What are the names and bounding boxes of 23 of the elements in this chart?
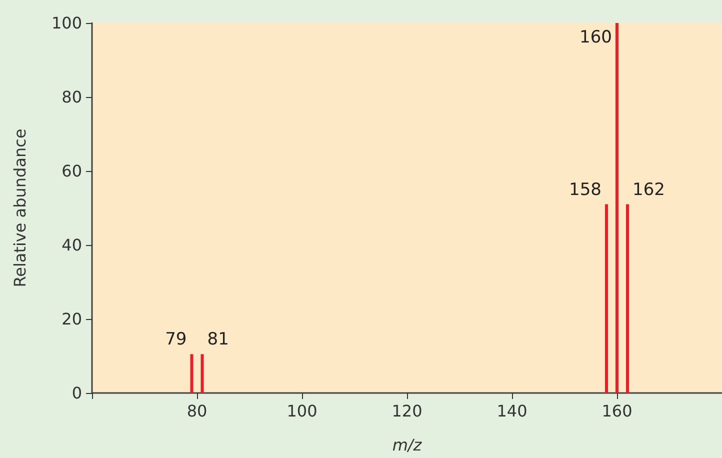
bar bbox=[605, 204, 608, 393]
y-tick-label: 40 bbox=[62, 236, 82, 254]
bar bbox=[200, 354, 204, 393]
annotation: 81 bbox=[207, 330, 229, 350]
annotation: 160 bbox=[580, 28, 612, 48]
bar bbox=[616, 23, 618, 393]
x-tick-label: 120 bbox=[392, 402, 422, 420]
y-axis-title: Relative abundance bbox=[10, 128, 30, 288]
y-tick-label: 80 bbox=[62, 88, 82, 106]
bar bbox=[626, 204, 629, 393]
annotation: 162 bbox=[632, 180, 665, 200]
bar bbox=[190, 354, 194, 393]
y-tick-label: 0 bbox=[72, 384, 82, 402]
y-tick-label: 100 bbox=[51, 14, 82, 32]
x-tick-label: 140 bbox=[496, 402, 528, 420]
x-axis-title: m/z bbox=[392, 436, 422, 454]
x-tick-label: 80 bbox=[186, 402, 208, 420]
x-tick-label: 160 bbox=[602, 402, 632, 420]
y-tick-label: 20 bbox=[62, 310, 82, 328]
y-tick-label: 60 bbox=[62, 162, 82, 180]
x-tick-label: 100 bbox=[286, 402, 318, 420]
annotation: 79 bbox=[165, 330, 187, 350]
annotation: 158 bbox=[569, 180, 602, 200]
